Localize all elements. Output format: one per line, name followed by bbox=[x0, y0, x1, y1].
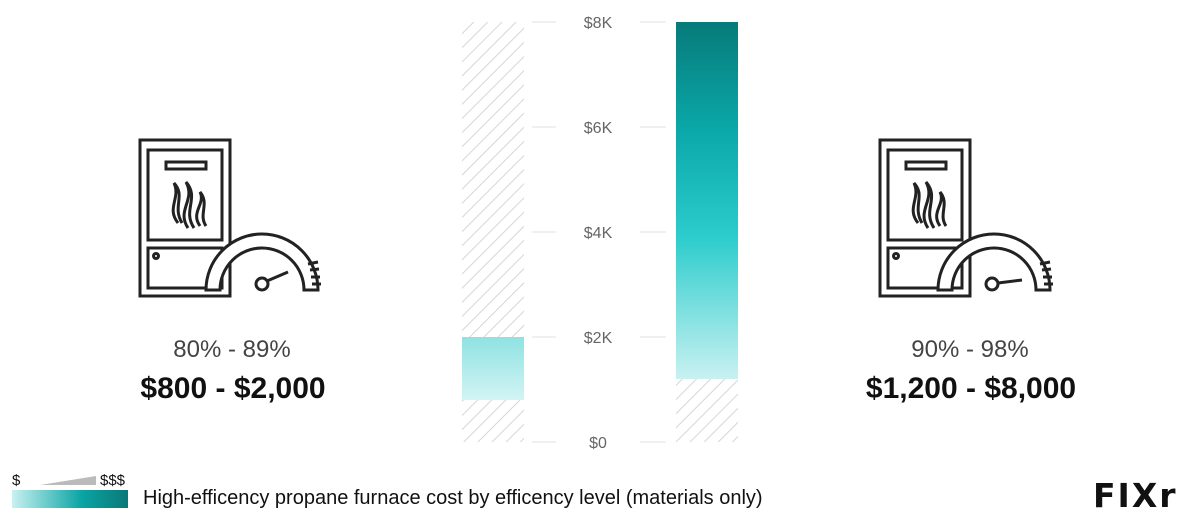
fixr-logo: FIXr bbox=[1093, 476, 1178, 515]
legend-wedge bbox=[40, 476, 96, 485]
y-tick-label: $6K bbox=[584, 120, 613, 137]
grid-lines bbox=[532, 21, 666, 443]
furnace-gauge-icon-left bbox=[138, 138, 321, 298]
legend-gradient-bar bbox=[12, 490, 128, 508]
chart-caption: High-efficency propane furnace cost by e… bbox=[143, 487, 763, 509]
cost-chart: $0 $2K $4K $6K $8K bbox=[462, 15, 738, 452]
gauge-icon bbox=[204, 232, 321, 292]
y-tick-label: $0 bbox=[589, 435, 607, 452]
bar-1-efficiency-label: 80% - 89% bbox=[173, 336, 291, 363]
y-axis-ticks: $0 $2K $4K $6K $8K bbox=[584, 15, 613, 452]
bar-2-efficiency-label: 90% - 98% bbox=[911, 336, 1029, 363]
bar-1-cost-label: $800 - $2,000 bbox=[140, 372, 326, 405]
bar-1-range bbox=[462, 337, 524, 400]
furnace-gauge-icon-right bbox=[878, 138, 1053, 298]
y-tick-label: $4K bbox=[584, 225, 613, 242]
legend-low-label: $ bbox=[12, 472, 21, 489]
bar-2-range bbox=[676, 22, 738, 379]
y-tick-label: $2K bbox=[584, 330, 613, 347]
legend-high-label: $$$ bbox=[100, 472, 126, 489]
y-tick-label: $8K bbox=[584, 15, 613, 32]
furnace-icon bbox=[138, 138, 232, 298]
furnace-icon bbox=[878, 138, 972, 298]
bar-2-cost-label: $1,200 - $8,000 bbox=[865, 372, 1077, 405]
gauge-icon bbox=[936, 232, 1053, 292]
bars bbox=[462, 22, 738, 442]
